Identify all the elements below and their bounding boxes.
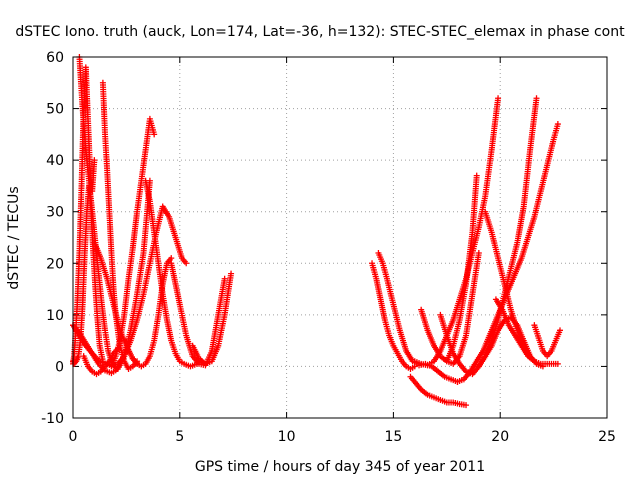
- data-point: [228, 270, 235, 277]
- axis-ticks: 0 5 10 15 20 25 -10 0 10 20 30 40 50 60: [41, 50, 616, 445]
- data-point: [554, 360, 561, 367]
- series-1: [70, 64, 98, 367]
- series-2: [76, 54, 120, 373]
- y-tick-label: 40: [46, 153, 64, 169]
- data-point: [473, 172, 480, 179]
- data-point: [183, 260, 190, 267]
- x-tick-label: 25: [598, 429, 616, 445]
- data-point: [495, 95, 502, 102]
- data-point: [554, 121, 561, 128]
- series-23: [475, 314, 534, 370]
- x-tick-label: 20: [491, 429, 509, 445]
- y-tick-label: 30: [46, 205, 64, 221]
- y-axis-label: dSTEC / TECUs: [6, 186, 22, 289]
- plot-frame: [72, 56, 608, 419]
- series-21: [454, 121, 561, 385]
- y-tick-label: 10: [46, 308, 64, 324]
- series-15: [411, 95, 502, 369]
- data-point: [463, 402, 470, 409]
- data-point: [475, 249, 482, 256]
- series-10: [129, 255, 175, 370]
- x-tick-label: 5: [175, 429, 184, 445]
- data-point: [557, 327, 564, 334]
- series-12: [189, 270, 235, 367]
- x-tick-label: 0: [69, 429, 78, 445]
- data-point: [221, 275, 228, 282]
- data-points: [70, 54, 564, 409]
- y-tick-label: 0: [55, 359, 64, 375]
- series-14: [375, 249, 461, 385]
- series-24: [531, 322, 564, 360]
- data-point: [527, 353, 534, 360]
- series-16: [407, 373, 470, 409]
- y-tick-label: 60: [46, 50, 64, 66]
- y-tick-label: 50: [46, 102, 64, 118]
- chart-title: dSTEC Iono. truth (auck, Lon=174, Lat=-3…: [15, 24, 625, 40]
- x-tick-label: 10: [278, 429, 296, 445]
- data-point: [151, 131, 158, 138]
- series-11: [168, 260, 228, 369]
- data-point: [168, 255, 175, 262]
- series-13: [369, 260, 418, 373]
- x-axis-label: GPS time / hours of day 345 of year 2011: [195, 459, 485, 475]
- y-tick-label: 20: [46, 256, 64, 272]
- x-tick-label: 15: [384, 429, 402, 445]
- y-tick-label: -10: [41, 411, 64, 427]
- data-point: [91, 157, 98, 164]
- data-point: [533, 95, 540, 102]
